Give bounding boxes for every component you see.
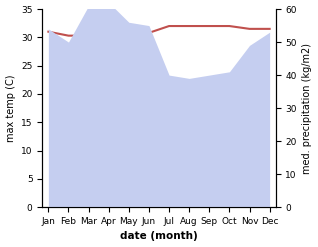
Y-axis label: max temp (C): max temp (C): [5, 74, 16, 142]
Y-axis label: med. precipitation (kg/m2): med. precipitation (kg/m2): [302, 43, 313, 174]
X-axis label: date (month): date (month): [120, 231, 198, 242]
